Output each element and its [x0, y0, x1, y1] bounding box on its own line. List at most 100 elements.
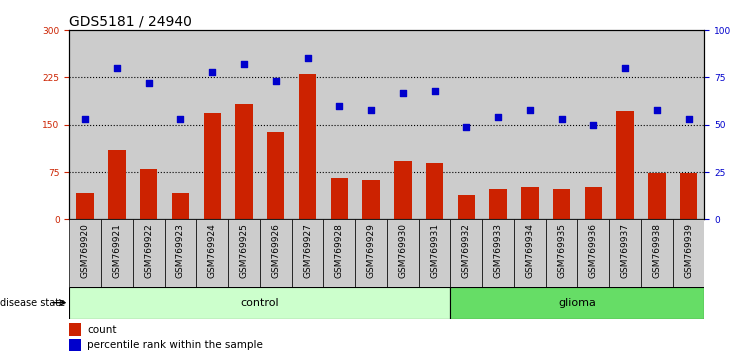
- Point: [619, 65, 631, 71]
- Point: [301, 56, 313, 61]
- Text: control: control: [241, 298, 279, 308]
- Bar: [419, 30, 450, 219]
- Text: GSM769924: GSM769924: [208, 223, 217, 278]
- Text: GSM769937: GSM769937: [620, 223, 629, 278]
- Text: GSM769925: GSM769925: [239, 223, 248, 278]
- Bar: [450, 219, 482, 287]
- Bar: [204, 113, 221, 219]
- Bar: [672, 30, 704, 219]
- Point: [556, 116, 567, 122]
- Bar: [77, 193, 94, 219]
- Point: [80, 116, 91, 122]
- Bar: [108, 150, 126, 219]
- Bar: [164, 30, 196, 219]
- Point: [207, 69, 218, 75]
- Bar: [172, 193, 189, 219]
- Bar: [419, 219, 450, 287]
- Bar: [196, 30, 228, 219]
- Bar: [355, 219, 387, 287]
- Bar: [69, 30, 101, 219]
- Text: GSM769935: GSM769935: [557, 223, 566, 278]
- Bar: [69, 323, 81, 336]
- Text: GSM769929: GSM769929: [366, 223, 375, 278]
- Bar: [133, 219, 164, 287]
- Point: [429, 88, 440, 93]
- Bar: [323, 219, 355, 287]
- Bar: [235, 104, 253, 219]
- Text: disease state: disease state: [0, 298, 65, 308]
- Bar: [387, 30, 419, 219]
- Bar: [69, 287, 450, 319]
- Text: GSM769930: GSM769930: [399, 223, 407, 278]
- Bar: [387, 219, 419, 287]
- Bar: [362, 180, 380, 219]
- Point: [588, 122, 599, 127]
- Bar: [545, 219, 577, 287]
- Bar: [616, 111, 634, 219]
- Text: GSM769933: GSM769933: [493, 223, 502, 278]
- Bar: [577, 30, 609, 219]
- Bar: [482, 219, 514, 287]
- Bar: [196, 219, 228, 287]
- Bar: [260, 219, 291, 287]
- Bar: [585, 187, 602, 219]
- Point: [492, 114, 504, 120]
- Bar: [521, 187, 539, 219]
- Bar: [69, 339, 81, 351]
- Text: GSM769921: GSM769921: [112, 223, 121, 278]
- Bar: [641, 30, 672, 219]
- Point: [174, 116, 186, 122]
- Text: GSM769926: GSM769926: [272, 223, 280, 278]
- Point: [143, 80, 155, 86]
- Bar: [133, 30, 164, 219]
- Bar: [648, 173, 666, 219]
- Bar: [69, 219, 101, 287]
- Bar: [458, 195, 475, 219]
- Text: GSM769920: GSM769920: [81, 223, 90, 278]
- Text: GSM769936: GSM769936: [589, 223, 598, 278]
- Bar: [260, 30, 291, 219]
- Point: [461, 124, 472, 130]
- Bar: [609, 219, 641, 287]
- Point: [524, 107, 536, 113]
- Text: count: count: [87, 325, 117, 335]
- Bar: [545, 30, 577, 219]
- Text: GSM769938: GSM769938: [653, 223, 661, 278]
- Text: GSM769928: GSM769928: [335, 223, 344, 278]
- Point: [683, 116, 694, 122]
- Bar: [140, 169, 158, 219]
- Text: GSM769927: GSM769927: [303, 223, 312, 278]
- Text: GSM769939: GSM769939: [684, 223, 693, 278]
- Point: [270, 78, 282, 84]
- Text: GSM769922: GSM769922: [145, 223, 153, 278]
- Bar: [641, 219, 672, 287]
- Bar: [164, 219, 196, 287]
- Bar: [299, 74, 316, 219]
- Bar: [482, 30, 514, 219]
- Point: [238, 61, 250, 67]
- Bar: [228, 30, 260, 219]
- Bar: [267, 132, 285, 219]
- Text: percentile rank within the sample: percentile rank within the sample: [87, 340, 263, 350]
- Text: GSM769932: GSM769932: [462, 223, 471, 278]
- Bar: [577, 219, 609, 287]
- Text: GDS5181 / 24940: GDS5181 / 24940: [69, 15, 192, 29]
- Bar: [426, 162, 443, 219]
- Bar: [101, 219, 133, 287]
- Bar: [323, 30, 355, 219]
- Bar: [101, 30, 133, 219]
- Point: [365, 107, 377, 113]
- Bar: [553, 189, 570, 219]
- Bar: [489, 189, 507, 219]
- Bar: [291, 30, 323, 219]
- Point: [334, 103, 345, 109]
- Bar: [394, 161, 412, 219]
- Bar: [228, 219, 260, 287]
- Bar: [514, 219, 545, 287]
- Text: GSM769934: GSM769934: [526, 223, 534, 278]
- Text: GSM769923: GSM769923: [176, 223, 185, 278]
- Bar: [291, 219, 323, 287]
- Bar: [514, 30, 545, 219]
- Point: [111, 65, 123, 71]
- Bar: [609, 30, 641, 219]
